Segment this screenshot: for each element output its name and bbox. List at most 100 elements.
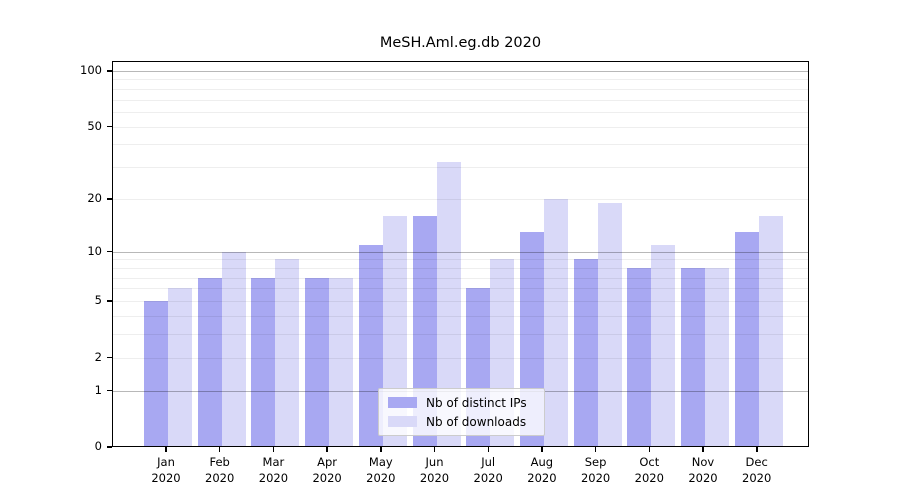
- bar-nov-downloads: [705, 267, 729, 447]
- y-tick-0: [107, 446, 112, 448]
- x-tick-nov: [702, 447, 704, 452]
- x-tick-year-apr: 2020: [312, 471, 342, 485]
- x-tick-sep: [594, 447, 597, 452]
- y-tick-label-0: 0: [94, 439, 102, 453]
- x-tick-month-jun: Jun: [425, 455, 444, 469]
- x-tick-dec: [756, 447, 758, 452]
- x-tick-year-may: 2020: [366, 471, 396, 485]
- x-tick-month-jul: Jul: [481, 455, 496, 469]
- x-tick-month-nov: Nov: [691, 455, 715, 469]
- x-tick-month-feb: Feb: [209, 455, 230, 469]
- x-tick-label-sep: Sep 2020: [581, 454, 610, 486]
- x-tick-label-apr: Apr 2020: [312, 454, 341, 486]
- y-tick-label-50: 50: [87, 118, 102, 133]
- x-tick-month-aug: Aug: [530, 455, 554, 469]
- x-tick-year-oct: 2020: [634, 471, 664, 485]
- x-tick-year-aug: 2020: [527, 471, 557, 485]
- bar-feb-distinct-ips: [197, 277, 222, 447]
- legend-swatch-distinct-ips: [388, 397, 417, 408]
- x-tick-label-mar: Mar 2020: [259, 454, 288, 486]
- bar-dec-distinct-ips: [734, 231, 759, 447]
- x-tick-label-jul: Jul 2020: [474, 454, 503, 486]
- x-tick-label-jun: Jun 2020: [420, 454, 449, 486]
- x-tick-month-oct: Oct: [639, 455, 660, 469]
- legend: Nb of distinct IPs Nb of downloads: [378, 388, 545, 436]
- x-tick-month-dec: Dec: [745, 455, 768, 469]
- x-tick-apr: [326, 447, 328, 452]
- y-tick-label-5: 5: [94, 293, 102, 307]
- x-tick-month-mar: Mar: [262, 455, 285, 469]
- bar-dec-downloads: [758, 216, 783, 447]
- x-tick-label-oct: Oct 2020: [635, 454, 664, 486]
- x-tick-jun: [433, 447, 436, 452]
- y-tick-100: [107, 70, 112, 72]
- y-tick-label-2: 2: [94, 349, 102, 364]
- legend-label-distinct-ips: Nb of distinct IPs: [426, 395, 527, 410]
- gridline-minor-40: [112, 144, 809, 146]
- x-tick-year-mar: 2020: [258, 471, 289, 485]
- x-tick-mar: [272, 447, 275, 452]
- bar-feb-downloads: [221, 251, 246, 447]
- y-tick-20: [107, 198, 112, 200]
- y-tick-10: [107, 250, 112, 253]
- x-tick-jul: [487, 447, 489, 452]
- legend-swatch-downloads: [388, 416, 417, 427]
- x-tick-oct: [648, 447, 650, 452]
- x-tick-year-jan: 2020: [151, 471, 181, 485]
- x-tick-year-feb: 2020: [205, 471, 235, 485]
- bar-sep-distinct-ips: [573, 259, 598, 447]
- x-tick-month-may: May: [368, 455, 393, 469]
- bar-jan-distinct-ips: [144, 301, 168, 447]
- gridline-minor-60: [112, 112, 809, 113]
- bar-nov-distinct-ips: [681, 267, 705, 447]
- y-tick-label-100: 100: [80, 62, 102, 77]
- x-tick-feb: [218, 447, 221, 452]
- x-tick-label-dec: Dec 2020: [742, 454, 771, 486]
- x-tick-month-apr: Apr: [317, 455, 338, 469]
- gridline-major-100: [112, 70, 809, 72]
- y-tick-2: [107, 356, 112, 359]
- bar-apr-downloads: [329, 277, 354, 447]
- x-tick-label-nov: Nov 2020: [688, 454, 717, 486]
- x-tick-label-feb: Feb 2020: [205, 454, 234, 486]
- x-tick-aug: [541, 447, 543, 452]
- gridline-minor-90: [112, 79, 809, 81]
- y-tick-label-1: 1: [94, 382, 102, 397]
- bar-mar-distinct-ips: [251, 277, 276, 447]
- x-tick-year-jul: 2020: [473, 471, 503, 485]
- bar-apr-distinct-ips: [305, 277, 330, 447]
- legend-entry-distinct-ips: Nb of distinct IPs: [388, 396, 544, 410]
- bar-sep-downloads: [597, 202, 622, 447]
- gridline-major-10: [112, 251, 809, 253]
- y-tick-5: [107, 300, 112, 302]
- x-tick-year-sep: 2020: [580, 471, 611, 485]
- x-tick-may: [380, 447, 382, 452]
- y-tick-label-10: 10: [87, 243, 102, 258]
- gridline-minor-20: [112, 198, 809, 200]
- bar-oct-distinct-ips: [627, 267, 652, 447]
- gridline-minor-30: [112, 167, 809, 169]
- y-tick-50: [107, 125, 112, 128]
- gridline-minor-80: [112, 88, 809, 90]
- legend-label-downloads: Nb of downloads: [426, 414, 527, 429]
- legend-entry-downloads: Nb of downloads: [388, 415, 544, 429]
- y-tick-label-20: 20: [87, 190, 102, 205]
- gridline-minor-70: [112, 99, 809, 101]
- gridline-minor-9: [112, 259, 809, 261]
- x-tick-month-jan: Jan: [157, 455, 175, 469]
- x-tick-year-dec: 2020: [742, 471, 772, 485]
- bar-jan-downloads: [168, 288, 192, 447]
- x-tick-month-sep: Sep: [584, 455, 607, 469]
- bar-mar-downloads: [275, 259, 300, 447]
- x-tick-label-aug: Aug 2020: [527, 454, 556, 486]
- x-tick-year-nov: 2020: [688, 471, 718, 485]
- chart-title: MeSH.Aml.eg.db 2020: [379, 35, 542, 51]
- gridline-minor-50: [112, 126, 809, 128]
- x-tick-label-jan: Jan 2020: [151, 454, 180, 486]
- x-tick-jan: [165, 447, 167, 452]
- x-tick-label-may: May 2020: [366, 454, 395, 486]
- bar-aug-downloads: [543, 198, 568, 447]
- x-tick-year-jun: 2020: [419, 471, 450, 485]
- bar-oct-downloads: [651, 244, 676, 447]
